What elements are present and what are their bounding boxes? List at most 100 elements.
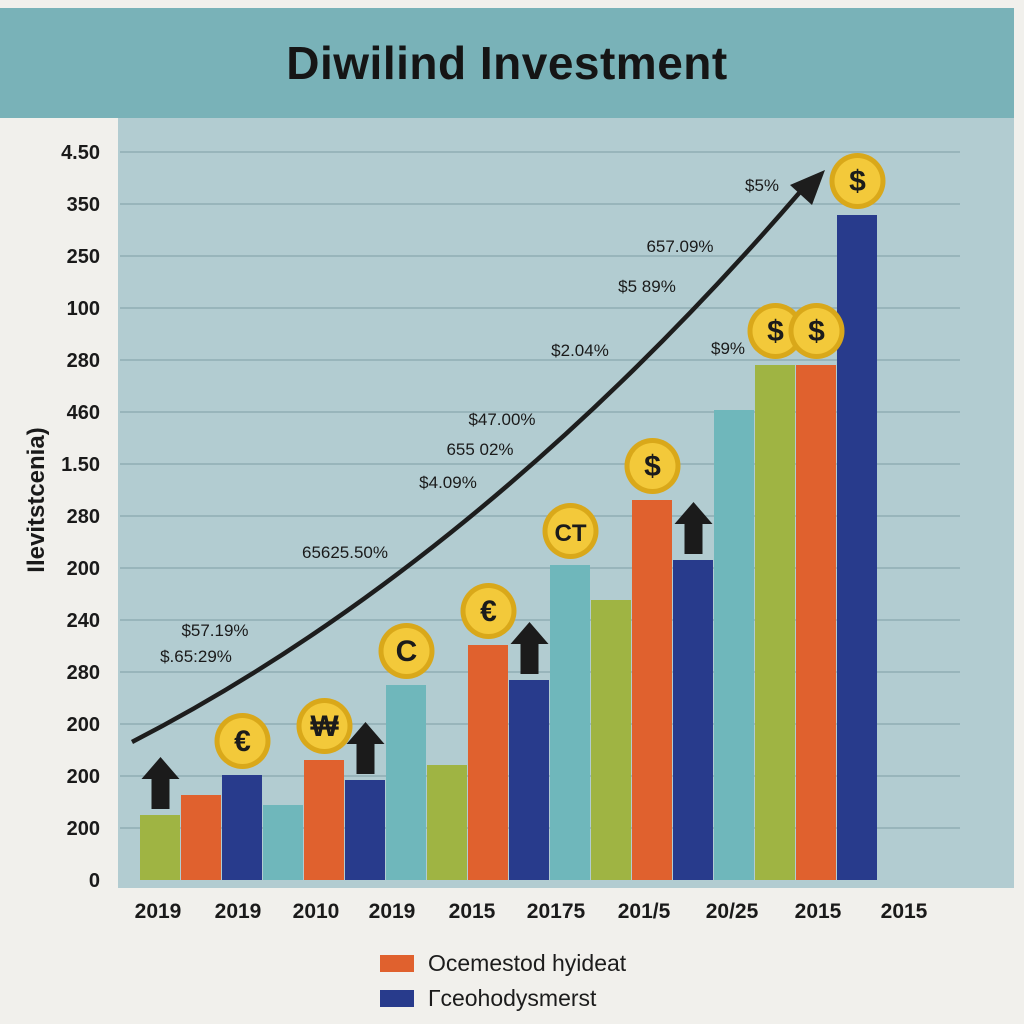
bar-orange (796, 365, 836, 880)
coin-face (834, 158, 881, 204)
coin-symbol: € (234, 725, 251, 758)
legend-item-1: Ocemestod hyideat (380, 950, 626, 977)
y-tick-label: 1.50 (61, 454, 100, 476)
coin-icon: ₩ (296, 698, 353, 754)
coin-face (301, 703, 348, 749)
coin-face (219, 718, 266, 764)
up-arrow-icon (141, 757, 180, 809)
bar-teal (386, 685, 426, 880)
legend-swatch-orange (380, 955, 414, 972)
x-tick-label: 20175 (527, 900, 586, 923)
bar-navy (222, 775, 262, 880)
y-tick-label: 0 (89, 870, 100, 892)
title-bar: Diwilind Investment (0, 8, 1014, 118)
x-tick-label: 2015 (449, 900, 496, 923)
coin-symbol: $ (808, 315, 825, 348)
y-tick-label: 460 (67, 402, 100, 424)
up-arrows (141, 502, 713, 809)
bar-olive (427, 765, 467, 880)
percentage-annotation: 657.09% (646, 237, 713, 256)
legend-label-1: Ocemestod hyideat (428, 950, 627, 976)
y-tick-label: 350 (67, 194, 100, 216)
bar-orange (304, 760, 344, 880)
coin-symbol: $ (849, 165, 866, 198)
coin-icon: $ (829, 153, 886, 209)
x-tick-label: 2015 (795, 900, 842, 923)
y-tick-label: 280 (67, 506, 100, 528)
percentage-annotation: 65625.50% (302, 543, 388, 562)
bar-navy (673, 560, 713, 880)
y-axis-label: Ilevitstcenia) (23, 427, 50, 572)
trend-line (130, 170, 825, 744)
annotations: $57.19% $.65:29% 65625.50% $4.09% 655 02% $47… (160, 176, 779, 666)
y-axis-ticks: 0 200 200 200 280 240 200 280 1.50 460 280 100 250 35… (61, 142, 100, 892)
bar-navy (509, 680, 549, 880)
bar-teal (550, 565, 590, 880)
coin-symbol: € (480, 595, 497, 628)
legend-item-2: Гceohodysmerst (380, 985, 596, 1012)
percentage-annotation: $2.04% (551, 341, 609, 360)
y-tick-label: 240 (67, 610, 100, 632)
y-tick-label: 200 (67, 818, 100, 840)
legend-swatch-navy (380, 990, 414, 1007)
bar-teal (714, 410, 754, 880)
coin-icon: € (460, 583, 517, 639)
coin-icon: C (378, 623, 435, 679)
coin-icon: $ (624, 438, 681, 494)
percentage-annotation: $57.19% (181, 621, 248, 640)
x-tick-label: 201/5 (618, 900, 671, 923)
x-tick-label: 2015 (881, 900, 928, 923)
bar-orange (632, 500, 672, 880)
percentage-annotation: $47.00% (468, 410, 535, 429)
coin-face (793, 308, 840, 354)
trend-arrowhead-icon (790, 170, 825, 205)
coin-icon: $ (788, 303, 845, 359)
y-tick-label: 200 (67, 558, 100, 580)
coin-icon: € (214, 713, 271, 769)
x-tick-label: 2019 (369, 900, 416, 923)
legend-label-2: Гceohodysmerst (428, 985, 597, 1011)
coin-symbol: $ (644, 450, 661, 483)
up-arrow-icon (510, 622, 549, 674)
percentage-annotation: $.65:29% (160, 647, 232, 666)
coin-face (383, 628, 430, 674)
chart-title: Diwilind Investment (286, 37, 728, 89)
bar-teal (263, 805, 303, 880)
y-tick-label: 250 (67, 246, 100, 268)
coin-face (547, 508, 594, 554)
coin-symbol: ₩ (310, 710, 339, 743)
x-axis-ticks: 2019 2019 2010 2019 2015 20175 201/5 20/25 2015 2… (135, 900, 928, 923)
coin-symbol: $ (767, 315, 784, 348)
x-tick-label: 2019 (215, 900, 262, 923)
bar-navy (345, 780, 385, 880)
bar-orange (181, 795, 221, 880)
x-tick-label: 20/25 (706, 900, 759, 923)
coins: € ₩ C € CT $ $ $ $ (214, 153, 886, 769)
percentage-annotation: $4.09% (419, 473, 477, 492)
y-tick-label: 100 (67, 298, 100, 320)
y-tick-label: 4.50 (61, 142, 100, 164)
coin-face (752, 308, 799, 354)
bar-navy (837, 215, 877, 880)
x-tick-label: 2010 (293, 900, 340, 923)
y-tick-label: 280 (67, 662, 100, 684)
y-tick-label: 200 (67, 766, 100, 788)
percentage-annotation: 655 02% (446, 440, 513, 459)
y-tick-label: 200 (67, 714, 100, 736)
bar-olive (755, 365, 795, 880)
coin-face (629, 443, 676, 489)
percentage-annotation: $9% (711, 339, 745, 358)
bar-olive (591, 600, 631, 880)
bar-orange (468, 645, 508, 880)
percentage-annotation: $5 89% (618, 277, 676, 296)
bar-olive (140, 815, 180, 880)
coin-face (465, 588, 512, 634)
y-tick-label: 280 (67, 350, 100, 372)
trend-curve (130, 190, 802, 744)
x-tick-label: 2019 (135, 900, 182, 923)
up-arrow-icon (346, 722, 385, 774)
coin-icon: CT (542, 503, 599, 559)
coin-symbol: CT (555, 520, 587, 547)
coin-icon: $ (747, 303, 804, 359)
